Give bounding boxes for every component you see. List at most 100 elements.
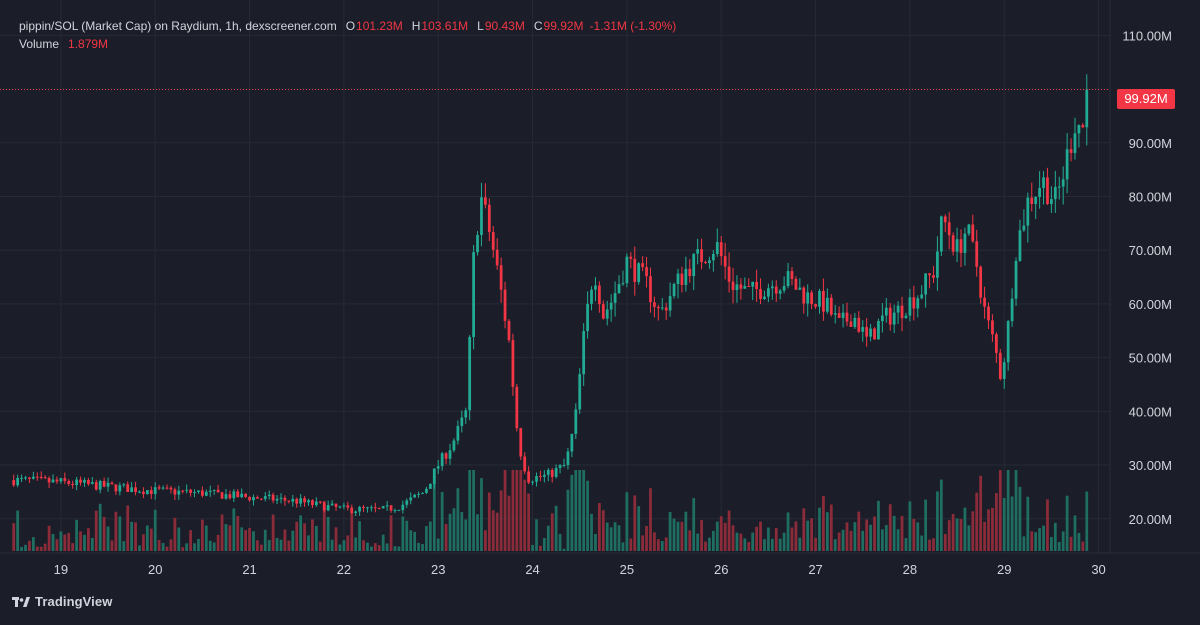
candle-body (189, 489, 192, 493)
volume-bar (625, 492, 629, 551)
volume-bar (598, 503, 601, 551)
candle-body (79, 479, 82, 483)
candle-body (354, 511, 358, 514)
volume-bar (833, 539, 837, 551)
candle-body (853, 317, 857, 327)
volume-bar (829, 504, 833, 551)
volume-bar (1002, 498, 1006, 551)
candle-body (971, 224, 975, 242)
volume-bar (1069, 536, 1073, 551)
volume-bar (67, 532, 71, 551)
candle-body (1022, 225, 1026, 231)
candle-body (460, 417, 464, 426)
volume-bar (920, 535, 924, 551)
volume-bar (554, 505, 558, 551)
volume-bar (865, 519, 869, 551)
candle-body (975, 241, 979, 267)
volume-bar (149, 528, 153, 551)
volume-bar (751, 532, 755, 551)
volume-bar (366, 542, 369, 551)
x-tick-label: 30 (1091, 562, 1105, 577)
volume-bar (63, 534, 67, 551)
x-tick-label: 20 (148, 562, 162, 577)
volume-bar (963, 507, 967, 551)
candle-body (314, 501, 318, 506)
volume-bar (1018, 486, 1022, 551)
candle-body (743, 285, 747, 289)
candle-body (35, 476, 39, 478)
candle-body (892, 312, 896, 325)
candle-body (936, 251, 939, 278)
y-tick-label: 40.00M (1129, 404, 1172, 419)
candle-body (601, 304, 605, 319)
volume-bar (1085, 491, 1089, 551)
candle-body (228, 494, 232, 499)
candle-body (476, 235, 479, 253)
candle-body (912, 297, 916, 309)
candle-body (295, 498, 299, 504)
volume-bar (633, 495, 637, 551)
volume-bar (700, 519, 703, 551)
candle-body (456, 425, 460, 441)
candle-body (763, 296, 766, 299)
candle-body (83, 480, 86, 483)
volume-bar (617, 525, 621, 551)
candle-body (979, 266, 983, 298)
candle-body (126, 484, 130, 493)
candle-body (271, 494, 275, 501)
tradingview-logo[interactable]: TradingView (12, 594, 112, 609)
candle-body (814, 304, 817, 307)
volume-bar (759, 521, 762, 551)
volume-bar (122, 541, 126, 551)
candle-body (318, 501, 322, 503)
candle-body (1046, 177, 1049, 205)
candle-body (825, 297, 829, 312)
volume-bar (684, 511, 688, 551)
volume-bar (586, 480, 589, 551)
volume-bar (562, 548, 566, 551)
candle-body (24, 477, 27, 479)
candle-body (959, 239, 963, 253)
volume-bar (487, 492, 491, 551)
volume-bar (711, 530, 715, 551)
candle-body (570, 434, 574, 452)
volume-bar (189, 530, 192, 551)
volume-bar (641, 535, 644, 551)
candle-body (90, 482, 94, 484)
candle-body (71, 483, 75, 485)
candle-body (574, 409, 578, 435)
candle-body (1030, 197, 1034, 205)
volume-bar (1010, 496, 1014, 551)
volume-bar (236, 516, 240, 551)
candle-body (900, 305, 904, 319)
candle-body (605, 309, 609, 319)
candle-body (436, 466, 440, 469)
volume-bar (484, 530, 487, 551)
volume-bar (570, 474, 574, 551)
candle-body (145, 490, 149, 495)
volume-bar (763, 539, 766, 551)
candle-body (527, 471, 531, 483)
volume-bar (51, 534, 55, 551)
volume-bar (1014, 470, 1018, 551)
volume-bar (1042, 525, 1045, 551)
candle-body (130, 487, 134, 493)
volume-bar (770, 538, 774, 551)
volume-bar (692, 498, 696, 551)
change-value: -1.31M (-1.30%) (589, 19, 677, 33)
volume-bar (370, 546, 373, 551)
candle-body (20, 477, 23, 479)
volume-bar (326, 516, 330, 551)
volume-bar (421, 544, 424, 551)
candle-body (998, 352, 1002, 379)
candle-body (12, 480, 16, 486)
candle-body (822, 290, 825, 312)
volume-bar (267, 539, 271, 551)
candle-body (248, 496, 251, 501)
volume-bar (295, 521, 299, 551)
symbol-title[interactable]: pippin/SOL (Market Cap) on Raydium, 1h, … (19, 19, 337, 33)
high-label: H (411, 19, 421, 33)
candle-body (727, 266, 731, 282)
